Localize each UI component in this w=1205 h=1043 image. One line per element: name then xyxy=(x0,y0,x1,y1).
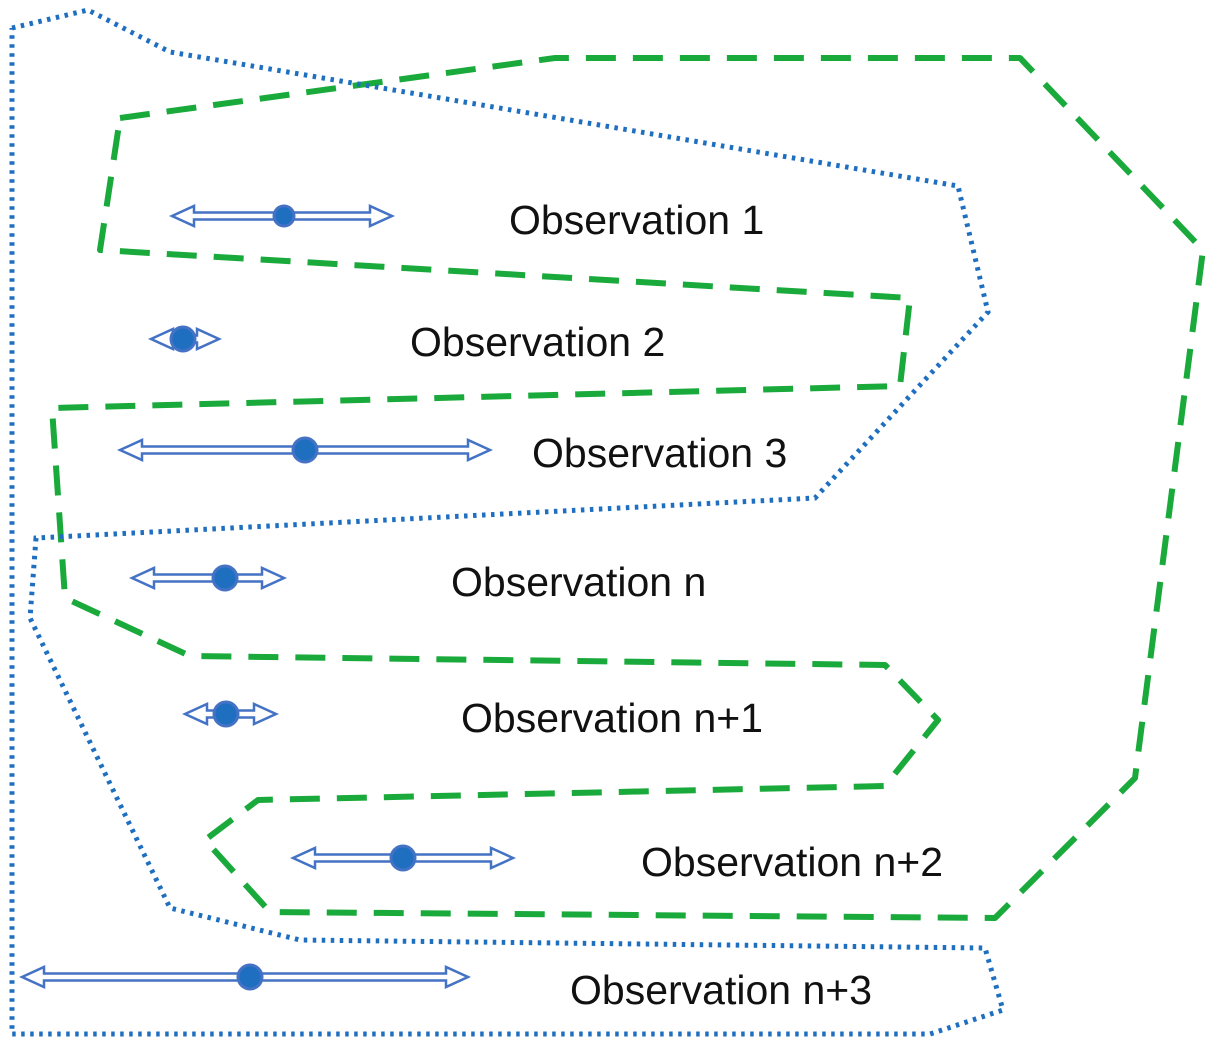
observation-label: Observation 2 xyxy=(410,319,666,365)
observation-label: Observation n xyxy=(451,559,707,605)
point-estimate-marker xyxy=(211,564,239,592)
point-estimate-marker xyxy=(236,963,264,991)
observation-label: Observation n+3 xyxy=(570,967,872,1013)
point-estimate-marker xyxy=(212,700,240,728)
point-estimate-marker xyxy=(272,204,296,228)
point-estimate-marker xyxy=(291,436,319,464)
observation-label: Observation 3 xyxy=(532,430,788,476)
point-estimate-marker xyxy=(169,325,197,353)
observation-label: Observation n+2 xyxy=(641,839,943,885)
interval-arrow xyxy=(128,566,288,590)
observation-label: Observation n+1 xyxy=(461,695,763,741)
green-dashed-boundary xyxy=(49,55,1205,921)
point-estimate-marker xyxy=(389,844,417,872)
observation-label: Observation 1 xyxy=(509,197,765,243)
